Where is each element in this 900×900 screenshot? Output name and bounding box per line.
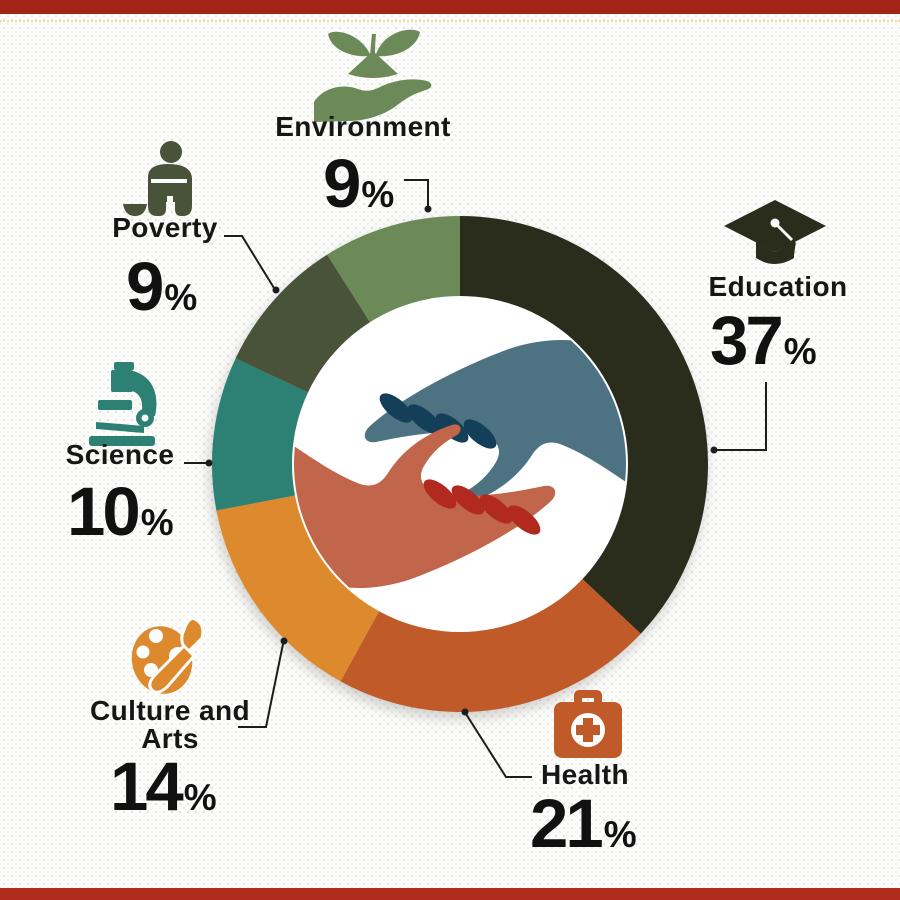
connector-dots (205, 205, 718, 716)
microscope-icon (84, 360, 170, 446)
first-aid-bag-icon (548, 690, 628, 766)
connector-culture-and-arts (238, 643, 284, 728)
category-label-education: Education (708, 271, 848, 302)
donut-segment-education (460, 216, 708, 634)
begging-person-icon (120, 140, 210, 226)
connector-education (716, 382, 767, 451)
top-border-bar (0, 0, 900, 14)
paint-palette-icon (126, 614, 214, 702)
bottom-border-bar (0, 888, 900, 900)
donut-segments (211, 216, 708, 712)
category-value-science: 10% (67, 473, 174, 550)
connector-lines (184, 179, 767, 778)
category-label-poverty: Poverty (112, 212, 218, 243)
graduation-cap-icon (720, 198, 830, 280)
donut-segment-environment (327, 216, 460, 323)
category-label-culture-and-arts: Culture and Arts (90, 695, 250, 754)
donut-segment-health (340, 578, 641, 712)
category-value-poverty: 9% (126, 248, 198, 325)
category-label-health: Health (541, 759, 629, 790)
connector-health (465, 713, 532, 778)
donut-center (292, 296, 628, 632)
donut-segment-science (211, 358, 309, 511)
hand-with-sprout-icon (308, 26, 438, 122)
category-value-environment: 9% (323, 145, 395, 222)
donut-segment-culture-and-arts (216, 495, 380, 682)
connector-environment (404, 179, 429, 206)
category-value-education: 37% (710, 302, 817, 379)
accent-dotted-line (0, 20, 900, 22)
category-label-science: Science (65, 439, 175, 470)
category-value-health: 21% (530, 785, 637, 862)
category-label-environment: Environment (275, 111, 451, 142)
donut-segment-poverty (235, 254, 371, 393)
connector-poverty (224, 235, 275, 289)
category-value-culture-and-arts: 14% (110, 748, 217, 825)
